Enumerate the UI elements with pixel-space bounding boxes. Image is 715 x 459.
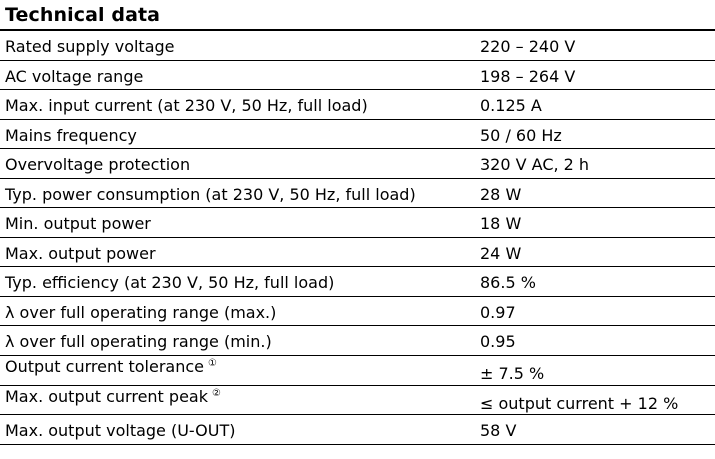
table-row: AC voltage range 198 – 264 V: [0, 61, 715, 91]
row-value: 86.5 %: [480, 273, 536, 293]
row-value: 0.97: [480, 302, 516, 322]
footnote-marker: ①: [207, 358, 217, 370]
table-row: Max. input current (at 230 V, 50 Hz, ful…: [0, 90, 715, 120]
table-row: Typ. power consumption (at 230 V, 50 Hz,…: [0, 179, 715, 209]
row-value: 220 – 240 V: [480, 37, 576, 56]
row-label: Max. output current peak ②: [5, 382, 221, 411]
row-value: 0.95: [480, 332, 516, 352]
row-value: 198 – 264 V: [480, 66, 576, 86]
row-label: λ over full operating range (max.): [5, 302, 277, 322]
table-row: Typ. efficiency (at 230 V, 50 Hz, full l…: [0, 267, 715, 297]
row-value: 18 W: [480, 214, 522, 234]
row-value: 24 W: [480, 243, 522, 263]
row-value: 50 / 60 Hz: [480, 125, 562, 145]
table-row: Output current tolerance ① ± 7.5 %: [0, 356, 715, 386]
footnote-marker: ②: [211, 387, 221, 399]
row-value: 58 V: [480, 421, 517, 441]
row-label: Max. input current (at 230 V, 50 Hz, ful…: [5, 96, 368, 116]
row-value: 320 V AC, 2 h: [480, 155, 590, 175]
row-value: ≤ output current + 12 %: [480, 393, 679, 413]
table-row: Rated supply voltage 220 – 240 V: [0, 31, 715, 61]
table-row: Max. output voltage (U-OUT) 58 V: [0, 415, 715, 445]
row-label: Max. output power: [5, 243, 156, 263]
row-label: Typ. efficiency (at 230 V, 50 Hz, full l…: [5, 273, 335, 293]
row-label: Output current tolerance ①: [5, 352, 217, 381]
row-label: Max. output voltage (U-OUT): [5, 421, 236, 441]
row-label: AC voltage range: [5, 66, 144, 86]
row-value: 28 W: [480, 184, 522, 204]
table-row: λ over full operating range (max.) 0.97: [0, 297, 715, 327]
row-label: Typ. power consumption (at 230 V, 50 Hz,…: [5, 184, 416, 204]
table-row: Mains frequency 50 / 60 Hz: [0, 120, 715, 150]
table-row: Max. output current peak ② ≤ output curre…: [0, 386, 715, 416]
row-value: 0.125 A: [480, 96, 542, 116]
row-value: ± 7.5 %: [480, 364, 545, 384]
table-row: Min. output power 18 W: [0, 208, 715, 238]
table-row: Max. output power 24 W: [0, 238, 715, 268]
row-label: Min. output power: [5, 214, 151, 234]
row-label-text: Max. output current peak: [5, 386, 208, 406]
technical-data-table: Rated supply voltage 220 – 240 V AC volt…: [0, 29, 715, 445]
table-row: λ over full operating range (min.) 0.95: [0, 326, 715, 357]
table-row: Overvoltage protection 320 V AC, 2 h: [0, 149, 715, 179]
row-label-text: Output current tolerance: [5, 357, 204, 377]
table-title: Technical data: [5, 4, 161, 26]
row-label: Rated supply voltage: [5, 37, 175, 56]
row-label: Overvoltage protection: [5, 155, 191, 175]
row-label: λ over full operating range (min.): [5, 332, 272, 352]
row-label: Mains frequency: [5, 125, 137, 145]
